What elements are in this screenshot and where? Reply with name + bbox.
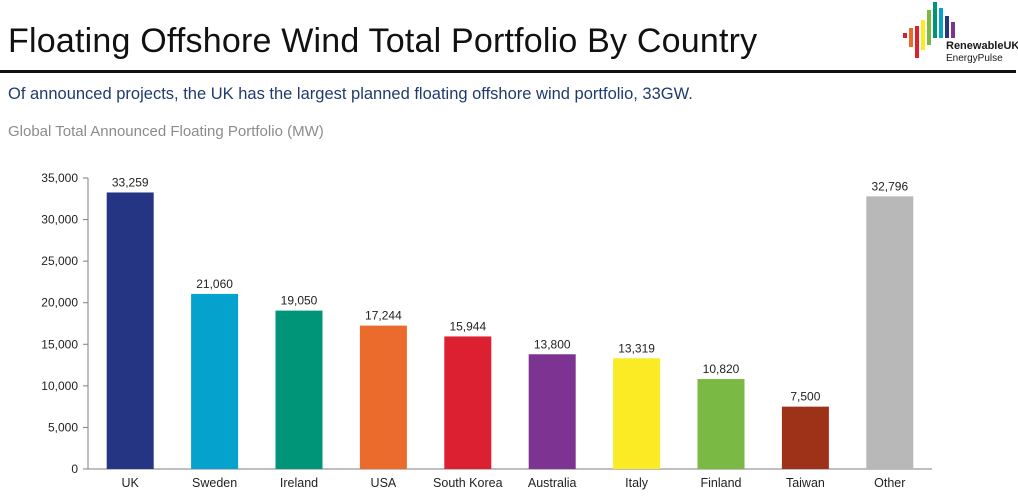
y-tick-label: 30,000	[41, 213, 78, 227]
logo-subtext: EnergyPulse	[946, 53, 1003, 64]
x-tick-label: USA	[371, 476, 397, 490]
x-tick-label: Finland	[701, 476, 742, 490]
logo-bar	[927, 10, 931, 45]
x-tick-label: Other	[874, 476, 905, 490]
x-tick-label: UK	[122, 476, 140, 490]
bar	[697, 379, 745, 469]
bar	[613, 358, 661, 469]
data-label: 21,060	[196, 277, 233, 291]
y-tick-label: 15,000	[41, 337, 78, 351]
logo-bar	[945, 16, 949, 38]
page-title: Floating Offshore Wind Total Portfolio B…	[8, 22, 758, 60]
y-tick-label: 5,000	[48, 420, 78, 434]
bar	[191, 293, 239, 469]
logo-bar	[939, 8, 943, 38]
bar	[275, 310, 323, 469]
logo-bar	[951, 22, 955, 38]
y-tick-label: 35,000	[41, 171, 78, 185]
x-tick-label: Taiwan	[786, 476, 825, 490]
logo-bar	[909, 28, 913, 47]
y-tick-label: 20,000	[41, 296, 78, 310]
data-label: 32,796	[871, 179, 908, 193]
bar	[781, 406, 829, 469]
bar-chart: 0 5,000 10,000 15,000 20,000 25,000 30,000 35,0…	[41, 171, 932, 490]
x-tick-label: Ireland	[280, 476, 318, 490]
data-label: 13,800	[534, 337, 571, 351]
title-divider	[0, 70, 1016, 73]
page-subtitle: Of announced projects, the UK has the la…	[8, 85, 693, 103]
chart-title: Global Total Announced Floating Portfoli…	[8, 123, 324, 140]
bar	[359, 325, 407, 469]
y-tick-label: 25,000	[41, 254, 78, 268]
y-tick-label: 0	[71, 462, 78, 476]
data-label: 10,820	[703, 362, 740, 376]
data-label: 13,319	[618, 341, 655, 355]
bar	[444, 336, 492, 469]
x-tick-label: South Korea	[433, 476, 503, 490]
x-tick-label: Italy	[625, 476, 649, 490]
logo-bar	[903, 33, 907, 38]
data-label: 33,259	[112, 175, 149, 189]
logo-text: RenewableUK	[946, 40, 1018, 52]
renewableuk-logo	[903, 2, 955, 58]
logo-bar	[933, 2, 937, 38]
data-label: 15,944	[449, 319, 486, 333]
bar	[866, 196, 914, 469]
bar	[528, 354, 576, 469]
x-tick-label: Australia	[528, 476, 577, 490]
bar	[106, 192, 154, 470]
data-label: 7,500	[790, 390, 820, 404]
y-tick-label: 10,000	[41, 379, 78, 393]
data-label: 19,050	[281, 294, 318, 308]
logo-bar	[921, 20, 925, 50]
x-tick-label: Sweden	[192, 476, 237, 490]
logo-bar	[915, 26, 919, 58]
data-label: 17,244	[365, 309, 402, 323]
